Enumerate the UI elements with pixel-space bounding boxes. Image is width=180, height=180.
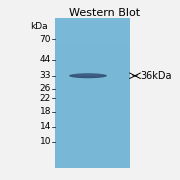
Text: 14: 14	[40, 122, 51, 131]
Bar	[55, 73, 130, 78]
Text: 36kDa: 36kDa	[140, 71, 172, 81]
Ellipse shape	[69, 73, 107, 78]
Text: 18: 18	[39, 107, 51, 116]
Bar	[55, 18, 130, 23]
Text: 22: 22	[40, 94, 51, 103]
Bar	[55, 123, 130, 128]
Bar	[55, 18, 130, 168]
Bar	[55, 78, 130, 83]
Text: kDa: kDa	[30, 22, 48, 31]
Bar	[55, 153, 130, 158]
Bar	[55, 98, 130, 103]
Text: 70: 70	[39, 35, 51, 44]
Text: 33: 33	[39, 71, 51, 80]
Text: 26: 26	[40, 84, 51, 93]
Bar	[55, 103, 130, 108]
Bar	[55, 63, 130, 68]
Text: 10: 10	[39, 137, 51, 146]
Bar	[55, 88, 130, 93]
Bar	[55, 58, 130, 63]
Bar	[55, 158, 130, 163]
Bar	[55, 53, 130, 58]
Bar	[55, 118, 130, 123]
Bar	[55, 48, 130, 53]
Text: 44: 44	[40, 55, 51, 64]
Ellipse shape	[73, 74, 103, 76]
Bar	[55, 143, 130, 148]
Bar	[55, 148, 130, 153]
Bar	[55, 163, 130, 168]
Bar	[55, 38, 130, 43]
Bar	[55, 43, 130, 48]
Bar	[55, 33, 130, 38]
Bar	[55, 113, 130, 118]
Text: Western Blot: Western Blot	[69, 8, 141, 18]
Bar	[55, 23, 130, 28]
Bar	[55, 138, 130, 143]
Bar	[55, 108, 130, 113]
Bar	[55, 133, 130, 138]
Bar	[55, 68, 130, 73]
Bar	[55, 28, 130, 33]
Bar	[55, 128, 130, 133]
Bar	[55, 83, 130, 88]
Bar	[55, 93, 130, 98]
